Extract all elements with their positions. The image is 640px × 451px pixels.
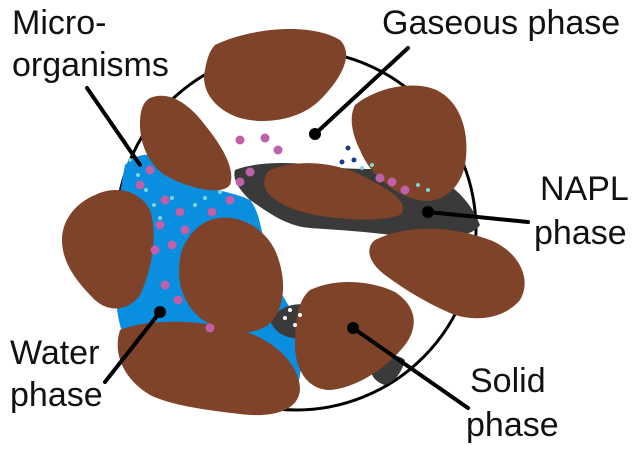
speck	[283, 316, 287, 320]
microbe	[145, 165, 155, 175]
microbe-small	[218, 190, 222, 194]
microbe-small	[416, 183, 420, 187]
solid-grain	[140, 95, 232, 191]
microbe-small	[144, 188, 148, 192]
microbe	[180, 225, 190, 235]
microbe	[375, 173, 385, 183]
microbe	[160, 280, 170, 290]
microorganisms-cluster	[135, 133, 410, 333]
leader-gaseous	[313, 46, 410, 136]
gas-bubble	[351, 157, 357, 163]
water-dot	[154, 306, 166, 318]
solid-grain	[264, 163, 404, 220]
microbe	[175, 207, 185, 217]
napl-dot	[422, 206, 434, 218]
microorganisms-small	[128, 158, 430, 220]
napl-specks	[283, 308, 302, 327]
microbe	[400, 185, 410, 195]
solid-grain	[179, 217, 284, 333]
gaseous-phase-label: Gaseous phase	[382, 4, 620, 42]
microbe-small	[360, 166, 364, 170]
napl-label-line2: phase	[534, 214, 627, 252]
solid-label-line2: phase	[466, 406, 559, 444]
microbe	[260, 133, 270, 143]
microbe-small	[370, 163, 374, 167]
leader-water	[103, 310, 162, 384]
microbe	[235, 177, 245, 187]
microbe	[207, 207, 217, 217]
microbe	[173, 295, 183, 305]
microbe	[245, 167, 255, 177]
microbe-small	[152, 203, 156, 207]
microbe-small	[426, 188, 430, 192]
solid-grain	[351, 85, 467, 201]
microbe	[205, 323, 215, 333]
microbe-small	[193, 203, 197, 207]
gaseous-dot	[309, 128, 321, 140]
solid-grain	[62, 190, 154, 309]
water-label-line2: phase	[10, 376, 103, 414]
gas-bubble	[345, 145, 351, 151]
gas-bubble	[339, 159, 345, 165]
leader-microorganisms	[85, 86, 142, 167]
speck	[293, 323, 297, 327]
gas-bubbles	[339, 145, 357, 165]
water-label-line1: Water	[10, 334, 99, 372]
microbe	[135, 180, 145, 190]
microbe	[150, 245, 160, 255]
solid-dot	[347, 322, 359, 334]
speck	[288, 308, 292, 312]
speck	[298, 313, 302, 317]
solid-grain	[117, 321, 300, 416]
microorganisms-label-line1: Micro-	[12, 4, 106, 42]
microbe	[273, 145, 283, 155]
solid-grain	[295, 281, 414, 390]
microbe-small	[128, 158, 132, 162]
napl-label-line1: NAPL	[540, 170, 629, 208]
microbe	[160, 195, 170, 205]
microorganisms-label-line2: organisms	[12, 46, 169, 84]
leader-napl	[426, 210, 530, 224]
solid-grain	[204, 29, 347, 121]
microbe-small	[158, 216, 162, 220]
solid-label-line1: Solid	[470, 362, 546, 400]
solid-grain	[369, 228, 525, 319]
microbe-small	[203, 196, 207, 200]
microbe	[235, 135, 245, 145]
microbe	[225, 195, 235, 205]
microbe-small	[136, 173, 140, 177]
microbe-small	[170, 196, 174, 200]
microbe	[387, 177, 397, 187]
leader-solid	[351, 326, 470, 410]
microbe	[167, 240, 177, 250]
microbe	[155, 220, 165, 230]
